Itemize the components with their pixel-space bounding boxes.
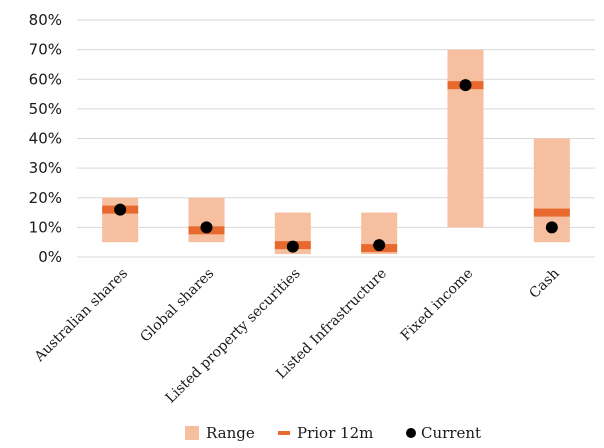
legend-range-label: Range <box>206 424 255 442</box>
legend-prior-label: Prior 12m <box>297 424 373 442</box>
legend-prior-swatch <box>278 431 290 435</box>
y-tick-label: 10% <box>29 218 62 236</box>
y-tick-label: 80% <box>29 11 62 29</box>
current-marker <box>373 239 386 252</box>
y-tick-label: 30% <box>29 159 62 177</box>
range-bars <box>102 49 570 255</box>
y-tick-label: 60% <box>29 70 62 88</box>
current-marker <box>545 221 558 234</box>
legend-current-label: Current <box>421 424 481 442</box>
y-tick-label: 40% <box>29 130 62 148</box>
legend-range-swatch <box>185 426 199 440</box>
y-tick-label: 70% <box>29 41 62 59</box>
range-bar <box>447 49 484 228</box>
legend-current-swatch <box>406 428 416 438</box>
current-marker <box>200 221 213 234</box>
category-label: Fixed income <box>398 266 477 345</box>
current-marker <box>286 240 299 253</box>
category-label: Australian shares <box>31 266 131 366</box>
current-marker <box>114 203 127 216</box>
category-label: Global shares <box>137 266 217 346</box>
current-markers <box>114 79 558 253</box>
category-label: Cash <box>526 266 562 302</box>
gridlines <box>77 19 595 258</box>
y-tick-label: 0% <box>38 248 62 266</box>
prior-12m-markers <box>102 81 570 253</box>
legend: Range Prior 12m Current <box>185 424 481 442</box>
prior-12m-marker <box>533 208 570 217</box>
y-tick-label: 50% <box>29 100 62 118</box>
y-tick-label: 20% <box>29 189 62 207</box>
y-axis-tick-labels: 0% 10% 20% 30% 40% 50% 60% 70% 80% <box>29 11 62 266</box>
current-marker <box>459 79 472 92</box>
range-bar <box>188 197 225 243</box>
